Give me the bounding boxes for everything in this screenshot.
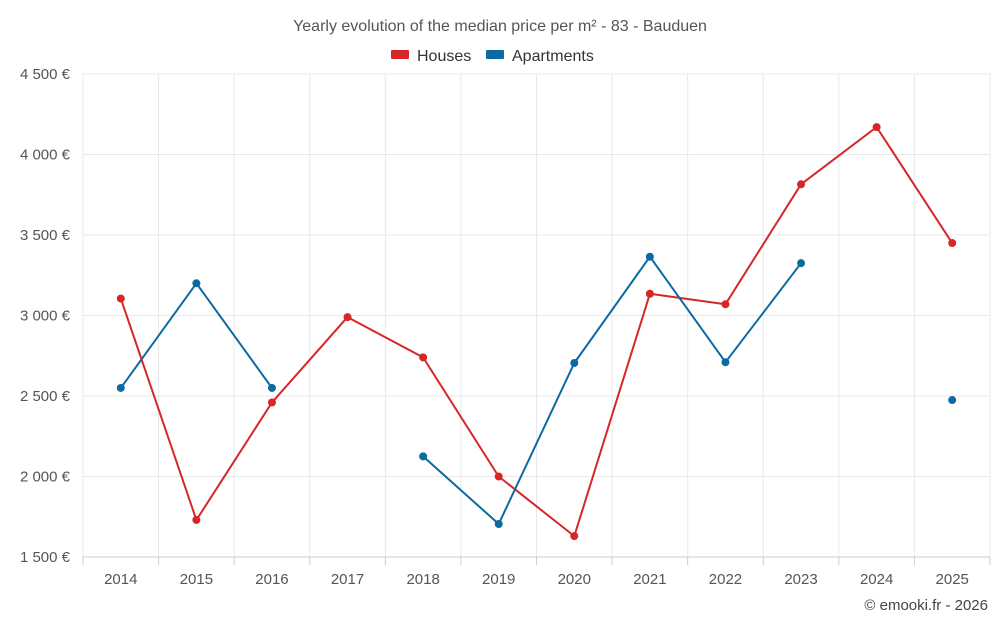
- x-tick-label: 2023: [784, 571, 817, 588]
- data-point-apartments-2018[interactable]: [419, 452, 428, 461]
- y-tick-label: 4 500 €: [20, 66, 71, 83]
- data-point-apartments-2015[interactable]: [192, 279, 201, 288]
- data-point-apartments-2023[interactable]: [797, 259, 806, 268]
- data-point-houses-2022[interactable]: [721, 300, 730, 309]
- x-tick-label: 2020: [558, 571, 591, 588]
- data-point-apartments-2020[interactable]: [570, 358, 579, 367]
- legend-label-houses[interactable]: Houses: [417, 48, 471, 65]
- y-tick-label: 4 000 €: [20, 147, 71, 164]
- data-point-apartments-2014[interactable]: [116, 383, 125, 392]
- x-tick-label: 2014: [104, 571, 137, 588]
- x-tick-label: 2024: [860, 571, 893, 588]
- chart-title: Yearly evolution of the median price per…: [293, 18, 707, 35]
- series-houses: [116, 123, 957, 541]
- data-point-apartments-2021[interactable]: [645, 252, 654, 261]
- legend-swatch-houses: [391, 50, 409, 59]
- x-tick-label: 2025: [936, 571, 969, 588]
- legend-label-apartments[interactable]: Apartments: [512, 48, 594, 65]
- series-line-apartments: [119, 282, 273, 389]
- y-tick-label: 2 000 €: [20, 469, 71, 486]
- data-point-apartments-2022[interactable]: [721, 358, 730, 367]
- y-tick-label: 1 500 €: [20, 549, 71, 566]
- data-point-houses-2024[interactable]: [872, 123, 881, 132]
- x-tick-label: 2021: [633, 571, 666, 588]
- credit-text: © emooki.fr - 2026: [864, 597, 988, 614]
- x-axis: 2014 2015 2016 2017 2018 2019 2020 2021 2022 2023…: [82, 556, 991, 588]
- y-tick-label: 3 500 €: [20, 227, 71, 244]
- series-apartments: [116, 252, 957, 528]
- series-line-apartments: [422, 255, 802, 525]
- y-axis: 1 500 € 2 000 € 2 500 € 3 000 € 3 500 € 4 000…: [20, 66, 71, 566]
- data-point-houses-2015[interactable]: [192, 515, 201, 524]
- legend: Houses Apartments: [391, 48, 594, 65]
- data-point-houses-2025[interactable]: [948, 239, 957, 248]
- data-point-apartments-2019[interactable]: [494, 519, 503, 528]
- x-tick-label: 2019: [482, 571, 515, 588]
- x-tick-label: 2016: [255, 571, 288, 588]
- data-point-houses-2016[interactable]: [267, 398, 276, 407]
- legend-swatch-apartments: [486, 50, 504, 59]
- x-tick-label: 2017: [331, 571, 364, 588]
- y-tick-label: 3 000 €: [20, 308, 71, 325]
- data-point-houses-2018[interactable]: [419, 353, 428, 362]
- x-tick-label: 2022: [709, 571, 742, 588]
- x-tick-label: 2015: [180, 571, 213, 588]
- data-point-apartments-2016[interactable]: [267, 383, 276, 392]
- y-tick-label: 2 500 €: [20, 388, 71, 405]
- data-point-houses-2023[interactable]: [797, 180, 806, 189]
- data-point-houses-2014[interactable]: [116, 294, 125, 303]
- data-point-houses-2017[interactable]: [343, 313, 352, 322]
- data-point-houses-2020[interactable]: [570, 532, 579, 541]
- series-layer: [116, 123, 957, 541]
- grid: [82, 73, 991, 557]
- x-tick-label: 2018: [406, 571, 439, 588]
- data-point-houses-2019[interactable]: [494, 472, 503, 481]
- data-point-houses-2021[interactable]: [645, 289, 654, 298]
- series-line-houses: [119, 126, 954, 538]
- data-point-apartments-2025[interactable]: [948, 396, 957, 405]
